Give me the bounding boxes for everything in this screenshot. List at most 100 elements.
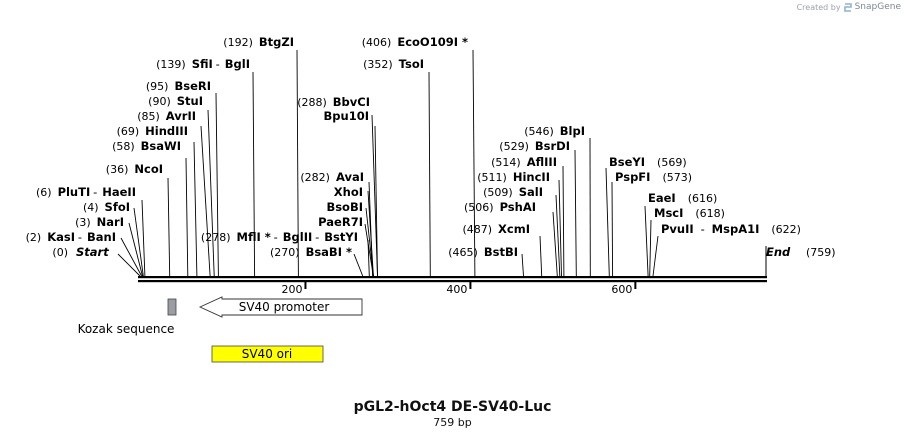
site-bsrdi-label: BsrDI (529) — [499, 139, 570, 153]
terminus-name: Start — [76, 245, 109, 259]
site-mfli-label: BstYI-BglII-MflI *(278) — [201, 230, 358, 244]
site-bsabi-line — [353, 253, 364, 277]
site-bseri-label: BseRI (95) — [146, 79, 211, 93]
site-msci-line — [649, 219, 652, 277]
site-name: BglI — [225, 57, 250, 71]
site-nari-label: NarI (3) — [75, 215, 124, 229]
site-pluti-line — [141, 199, 146, 277]
site-name: BsoBI — [326, 200, 363, 214]
tick-label: 600 — [611, 283, 632, 296]
site-name: BbvCI — [333, 95, 370, 109]
site-name: HindIII — [145, 124, 188, 138]
site-bsobi-label: BsoBI — [326, 200, 363, 214]
site-afliii-label: AflIII (514) — [491, 155, 557, 169]
site-name: BsaWI — [141, 139, 181, 153]
site-position: (546) — [524, 125, 554, 138]
site-ncoi-label: NcoI (36) — [106, 162, 163, 176]
site-pshai-label: PshAI (506) — [464, 200, 536, 214]
site-position: (69) — [117, 125, 140, 138]
site-position: (616) — [688, 192, 718, 205]
site-position: (90) — [148, 95, 171, 108]
site-position: (352) — [363, 58, 393, 71]
site-tsoi-label: TsoI (352) — [363, 57, 424, 71]
site-name: KasI — [47, 230, 75, 244]
site-kasi-label: BanI-KasI (2) — [26, 230, 116, 244]
site-position: (509) — [483, 186, 513, 199]
site-avai-line — [368, 181, 374, 277]
site-name: NcoI — [134, 162, 163, 176]
site-sali-label: SalI (509) — [483, 185, 543, 199]
kozak-sequence-label: Kozak sequence — [78, 322, 175, 336]
site-name: HaeII — [102, 185, 136, 199]
site-tsoi-line — [428, 71, 431, 277]
site-name: BstYI — [324, 230, 358, 244]
site-separator: - — [93, 185, 97, 199]
site-position: (3) — [75, 216, 91, 229]
site-position: (288) — [297, 96, 327, 109]
site-position: (270) — [270, 246, 300, 259]
watermark: Created by SnapGene — [797, 2, 901, 12]
site-position: (573) — [662, 171, 692, 184]
site-position: (529) — [499, 140, 529, 153]
site-name: SfiI — [192, 57, 213, 71]
watermark-prefix: Created by — [796, 2, 841, 12]
site-avrii-line — [200, 125, 211, 277]
site-name: BglII — [283, 230, 313, 244]
site-name: AflIII — [527, 155, 557, 169]
site-stui-label: StuI (90) — [148, 94, 203, 108]
site-sfii-line — [252, 71, 256, 277]
site-name: PaeR7I — [318, 215, 363, 229]
site-nari-line — [128, 222, 143, 277]
ruler-ticks: 200 400 600 — [281, 281, 637, 296]
site-stui-line — [207, 109, 215, 277]
site-hindiii-label: HindIII (69) — [117, 124, 188, 138]
site-position: (2) — [26, 231, 42, 244]
site-position: (58) — [112, 140, 135, 153]
terminus-position: (759) — [806, 246, 836, 259]
site-kasi-line — [120, 237, 142, 277]
site-eaei-line — [644, 205, 649, 277]
site-pspfi-label: PspFI (573) — [615, 170, 692, 184]
site-position: (139) — [156, 58, 186, 71]
site-bseri-line — [215, 92, 219, 277]
site-name: BanI — [87, 230, 116, 244]
site-blpi-label: BlpI (546) — [524, 124, 585, 138]
site-separator: - — [78, 230, 82, 244]
site-labels: BanI-KasI(2)NarI(3)SfoI(4)HaeII-PluTI(6)… — [26, 35, 836, 259]
site-eaei-label: EaeI (616) — [648, 191, 717, 205]
site-name: EcoO109I * — [397, 35, 468, 49]
site-position: (514) — [491, 156, 521, 169]
site-position: (406) — [362, 36, 392, 49]
site-position: (4) — [83, 201, 99, 214]
site-bstbi-line — [521, 253, 524, 277]
site-name: BseYI — [609, 155, 645, 169]
site-paer7i-label: PaeR7I — [318, 215, 363, 229]
site-name: BtgZI — [259, 35, 294, 49]
site-separator: - — [315, 230, 319, 244]
backbone-top-strand — [138, 276, 767, 279]
site-msci-label: MscI (618) — [654, 206, 725, 220]
site-sfii-label: BglI-SfiI (139) — [156, 57, 250, 71]
site-position: (618) — [695, 207, 725, 220]
site-ecoo109i-label: EcoO109I * (406) — [362, 35, 468, 49]
site-bsabi-label: BsaBI * (270) — [270, 245, 352, 259]
site-separator: - — [274, 230, 278, 244]
site-bbvci-label: BbvCI (288) — [297, 95, 370, 109]
site-position: (95) — [146, 80, 169, 93]
site-bpu10i-label: Bpu10I — [324, 109, 369, 123]
terminus-start: (0) Start — [52, 245, 109, 259]
site-name: XcmI — [498, 222, 530, 236]
site-name: BstBI — [484, 245, 518, 259]
site-ncoi-line — [167, 177, 171, 277]
site-position: (622) — [771, 223, 801, 236]
site-position: (85) — [137, 110, 160, 123]
site-name: SalI — [519, 185, 543, 199]
site-name: AvrII — [166, 109, 196, 123]
site-name: XhoI — [334, 185, 363, 199]
site-bseyi-label: BseYI (569) — [609, 155, 687, 169]
site-position: (278) — [201, 231, 231, 244]
site-separator: - — [216, 57, 220, 71]
site-btgzi-line — [296, 49, 299, 277]
sv40-promoter-label: SV40 promoter — [239, 300, 330, 314]
